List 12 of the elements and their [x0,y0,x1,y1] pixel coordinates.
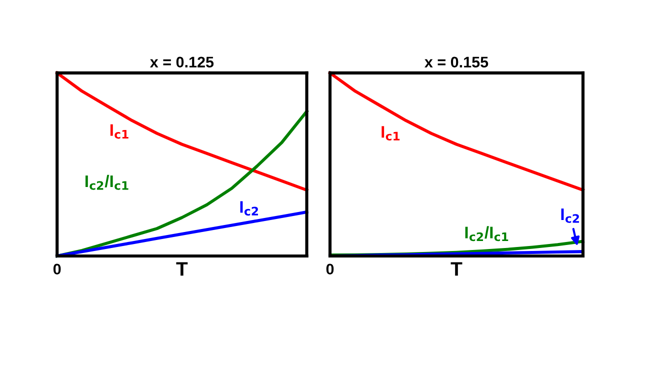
text: I$_{c2}$/I$_{c1}$ [85,174,128,190]
series-label: I$_{c1}$ [382,126,400,141]
series-label: I$_{c2}$ [240,201,258,216]
series-label: I$_{c2}$ [561,208,579,223]
x-axis-title: T [450,262,462,276]
series-label: I$_{c2}$/I$_{c1}$ [465,226,508,242]
chart-title: x = 0.125 [150,56,214,68]
x-axis-title: T [176,262,188,276]
chart-title: x = 0.155 [424,56,488,68]
text: 0 [326,264,334,275]
text: 0 [53,264,61,275]
series-label: I$_{c1}$ [110,124,128,139]
